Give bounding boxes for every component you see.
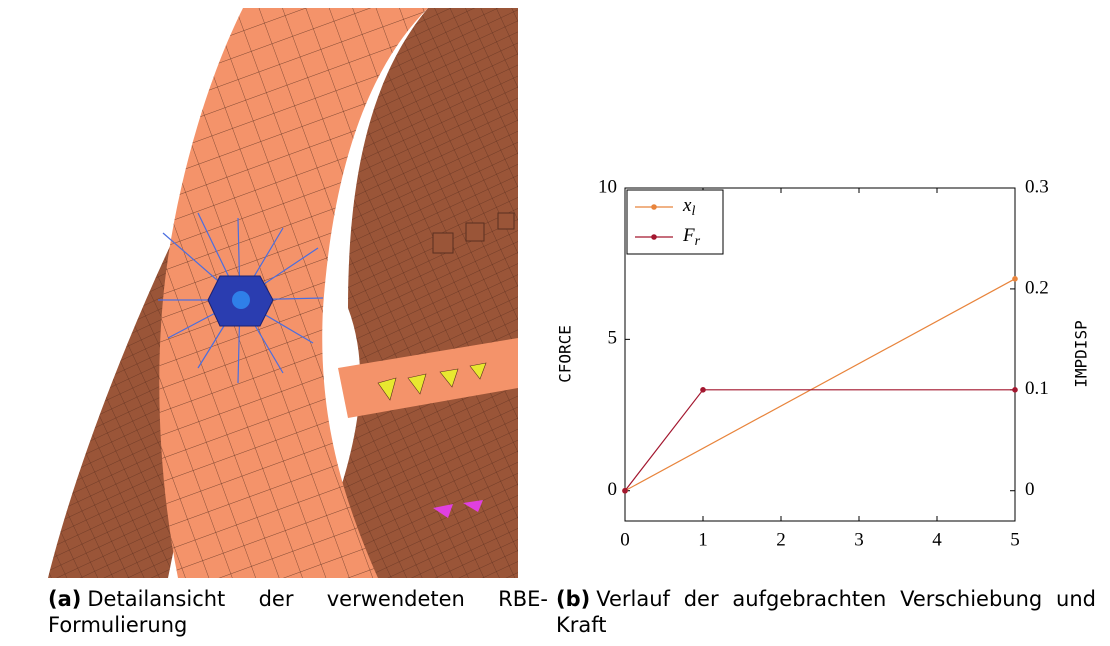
data-point xyxy=(1012,276,1018,282)
data-point xyxy=(1012,387,1018,393)
legend-label: xl xyxy=(682,195,695,219)
y2-axis-label: IMPDISP xyxy=(1072,320,1091,387)
chart: CFORCE IMPDISP 0 1 2 3 4 5 0 5 10 0 0.1 0.2 0.3 xl Fr xyxy=(556,176,1091,550)
caption-text: Detailansicht der verwendeten RBE-Formul… xyxy=(48,587,548,637)
y2-tick-label: 0.1 xyxy=(1025,378,1049,399)
y-axis-label: CFORCE xyxy=(556,325,575,383)
data-point xyxy=(622,487,628,494)
y2-tick-label: 0.3 xyxy=(1025,176,1049,197)
caption-label: (a) xyxy=(48,587,82,611)
x-tick-label: 0 xyxy=(620,529,630,550)
y2-tick-label: 0 xyxy=(1025,479,1035,500)
legend-label: Fr xyxy=(682,225,701,249)
caption-a: (a) Detailansicht der verwendeten RBE-For… xyxy=(48,586,548,638)
x-tick-label: 1 xyxy=(698,529,708,550)
data-point xyxy=(700,387,706,393)
y-tick-label: 5 xyxy=(608,328,618,349)
legend-marker xyxy=(651,234,657,240)
caption-text: Verlauf der aufgebrachten Verschiebung u… xyxy=(556,587,1096,637)
y2-tick-label: 0.2 xyxy=(1025,277,1049,298)
caption-b: (b) Verlauf der aufgebrachten Verschiebun… xyxy=(556,586,1096,638)
series-line xyxy=(624,389,1015,492)
y-tick-label: 0 xyxy=(608,479,618,500)
legend-box xyxy=(626,189,724,255)
x-tick-label: 5 xyxy=(1010,529,1020,550)
caption-label: (b) xyxy=(556,587,591,611)
y-tick-label: 10 xyxy=(598,176,617,197)
x-tick-label: 4 xyxy=(932,529,942,550)
plot-frame xyxy=(624,187,1016,522)
legend: xl Fr xyxy=(626,189,724,255)
mesh-image xyxy=(48,8,518,578)
series-line xyxy=(624,278,1016,492)
legend-marker xyxy=(651,204,657,210)
x-tick-label: 3 xyxy=(854,529,864,550)
x-tick-label: 2 xyxy=(776,529,786,550)
